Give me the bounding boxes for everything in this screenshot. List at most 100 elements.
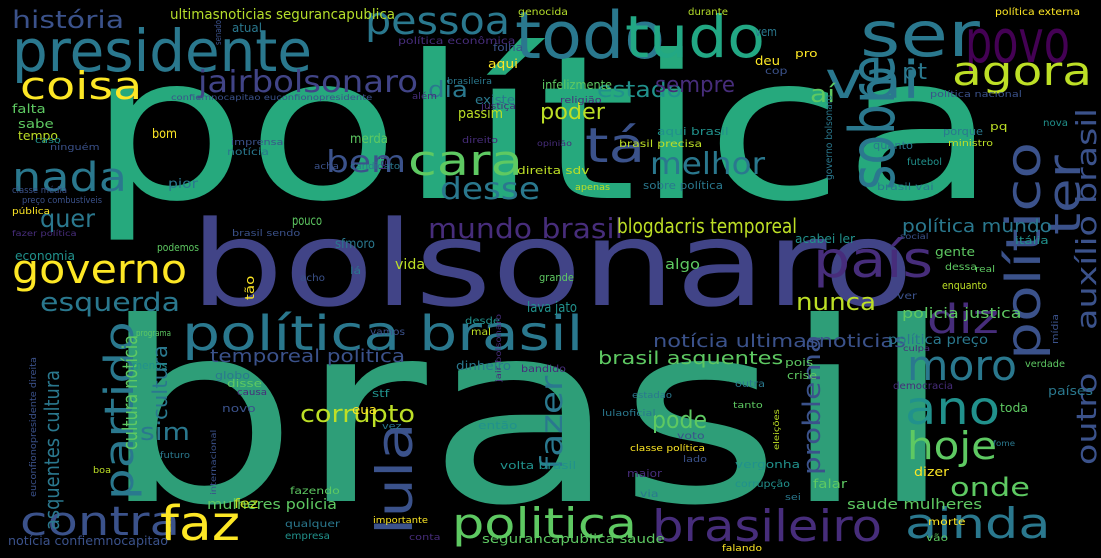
word-163: classe política	[630, 444, 706, 454]
word-129: brasil vai	[877, 182, 934, 193]
word-12: jairbolsonaro	[198, 65, 418, 100]
word-111: pública	[12, 207, 51, 217]
word-144: desde	[465, 316, 501, 327]
word-19: sobre	[836, 54, 909, 191]
word-157: então	[478, 419, 518, 432]
word-166: eleições	[772, 409, 781, 450]
word-109: classe média	[12, 186, 68, 196]
word-18: nada	[12, 155, 127, 201]
word-123: governo bolsonaro	[824, 94, 835, 180]
word-159: estadao	[632, 391, 673, 401]
word-54: poder	[540, 100, 606, 125]
word-184: euconfionopresidente direita	[29, 356, 39, 497]
word-162: voto	[677, 431, 705, 442]
word-0: brasil	[100, 269, 955, 558]
word-118: apenas	[575, 183, 611, 193]
word-158: jair bolsonaro	[494, 313, 503, 382]
word-86: ver	[897, 291, 918, 302]
word-24: desse	[440, 172, 541, 207]
word-189: países	[1048, 384, 1094, 398]
word-71: notícia confiemnocapitao	[8, 534, 169, 548]
word-138: lei	[379, 156, 389, 170]
word-172: via	[640, 489, 659, 500]
word-32: moro	[907, 341, 1018, 390]
word-192: culpa	[903, 344, 931, 353]
word-62: cultura notícia	[118, 334, 142, 450]
word-101: folha	[493, 41, 524, 54]
word-195: fome	[993, 439, 1016, 448]
word-131: além	[412, 92, 438, 102]
word-46: blogdacris temporeal	[617, 214, 798, 238]
word-5: tudo	[625, 3, 766, 71]
word-180: empresa	[285, 531, 331, 542]
word-58: aí	[810, 80, 835, 108]
word-10: coisa	[20, 64, 143, 108]
word-14: ultimasnoticias segurancapublica	[170, 7, 396, 23]
word-196: grande	[539, 271, 575, 284]
word-191: mídia	[1051, 313, 1061, 344]
word-164: lado	[683, 455, 708, 465]
word-22: melhor	[650, 147, 766, 182]
word-116: candidato	[350, 162, 401, 172]
word-50: pode	[652, 406, 708, 434]
word-95: aqui	[488, 57, 519, 71]
word-88: social	[900, 232, 929, 241]
word-61: asquentes cultura	[40, 369, 64, 530]
word-87: itália	[1015, 234, 1049, 247]
word-93: existe	[475, 93, 516, 107]
word-150: causa	[237, 388, 268, 398]
word-165: vergonha	[735, 458, 801, 471]
word-155: eua	[352, 403, 378, 417]
word-11: agora	[952, 49, 1093, 95]
word-149: disse	[227, 377, 263, 390]
word-105: sabe	[18, 117, 54, 131]
word-45: mundo brasil	[428, 212, 624, 245]
word-114: notícia	[227, 147, 269, 158]
word-113: imprensa	[231, 138, 284, 148]
word-145: mal	[471, 327, 492, 338]
word-80: algo	[665, 257, 701, 273]
word-28: governo	[12, 247, 188, 293]
word-182: futuro	[160, 451, 191, 461]
word-186: crise	[787, 369, 817, 382]
word-154: stf	[372, 387, 390, 400]
word-40: brasileiro	[652, 501, 883, 552]
word-29: país	[813, 231, 934, 289]
word-174: morte	[928, 517, 966, 528]
word-75: fez	[234, 497, 259, 512]
word-69: saude mulheres	[847, 497, 983, 513]
word-190: verdade	[1025, 359, 1066, 370]
word-68: política preço	[888, 333, 989, 348]
word-66: política mundo	[902, 216, 1053, 237]
word-132: justiça	[481, 102, 517, 112]
word-67: policia justica	[902, 306, 1022, 322]
word-100: atual	[232, 21, 263, 35]
word-8: pessoa	[365, 0, 511, 43]
word-23: bem	[326, 145, 407, 180]
word-17: política externa	[995, 7, 1081, 18]
word-73: economia	[15, 249, 76, 263]
word-133: religião	[560, 96, 602, 106]
word-128: futebol	[907, 157, 943, 168]
word-4: todo	[515, 0, 666, 74]
word-122: quanto	[873, 139, 914, 152]
word-49: sim	[140, 418, 191, 446]
word-181: fazendo	[290, 486, 340, 497]
word-38: faz	[160, 496, 241, 552]
word-139: brasil sendo	[232, 229, 301, 239]
word-94: infelizmente	[542, 78, 613, 92]
word-176: falando	[722, 544, 763, 554]
word-77: sfmoro	[335, 237, 376, 252]
word-16: durante	[688, 7, 729, 18]
word-6: ser	[860, 0, 980, 71]
word-187: pois	[785, 356, 814, 369]
word-121: aqui brasil	[657, 125, 729, 138]
word-104: falta	[12, 102, 46, 116]
word-97: vem	[755, 25, 778, 39]
word-137: senado	[214, 19, 224, 45]
word-117: direita sdv	[517, 164, 590, 177]
word-3: presidente	[12, 17, 313, 85]
word-15: genocida	[518, 7, 569, 18]
word-108: ninguém	[50, 143, 100, 153]
